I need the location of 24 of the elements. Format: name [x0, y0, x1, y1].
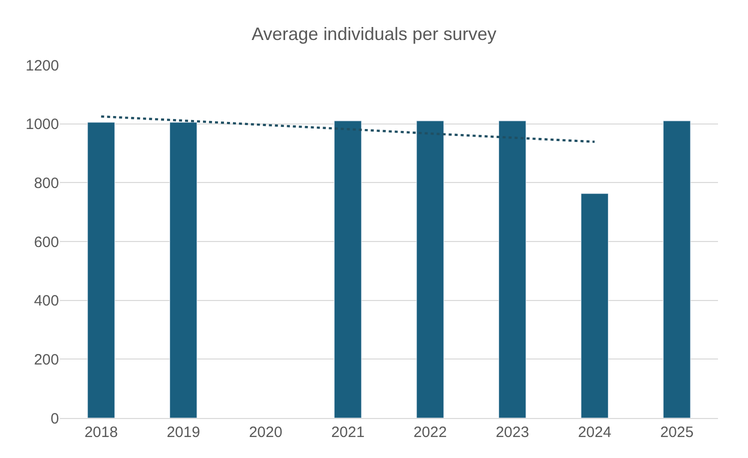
y-tick-label: 400 — [34, 292, 59, 310]
x-tick-label: 2018 — [84, 424, 118, 441]
bar — [580, 193, 608, 418]
y-tick-label: 200 — [34, 351, 59, 368]
x-tick-label: 2022 — [413, 424, 447, 441]
bar — [498, 120, 526, 418]
y-tick-label: 1000 — [26, 116, 59, 134]
line-series — [100, 115, 596, 143]
x-tick-label: 2023 — [496, 424, 530, 441]
bar — [334, 120, 362, 418]
x-tick-label: 2024 — [578, 424, 612, 441]
y-tick-label: 1200 — [26, 57, 59, 74]
y-tick-label: 0 — [50, 410, 59, 428]
bar — [416, 120, 444, 418]
x-tick-label: 2020 — [248, 424, 282, 441]
y-tick-label: 800 — [34, 174, 59, 192]
x-tick-label: 2019 — [166, 424, 200, 441]
x-tick-label: 2025 — [660, 424, 694, 441]
y-tick-label: 600 — [34, 234, 59, 251]
bar — [87, 122, 115, 418]
bar — [663, 120, 691, 418]
x-tick-label: 2021 — [331, 424, 365, 441]
bar — [170, 122, 198, 418]
chart-title: Average individuals per survey — [252, 24, 496, 44]
